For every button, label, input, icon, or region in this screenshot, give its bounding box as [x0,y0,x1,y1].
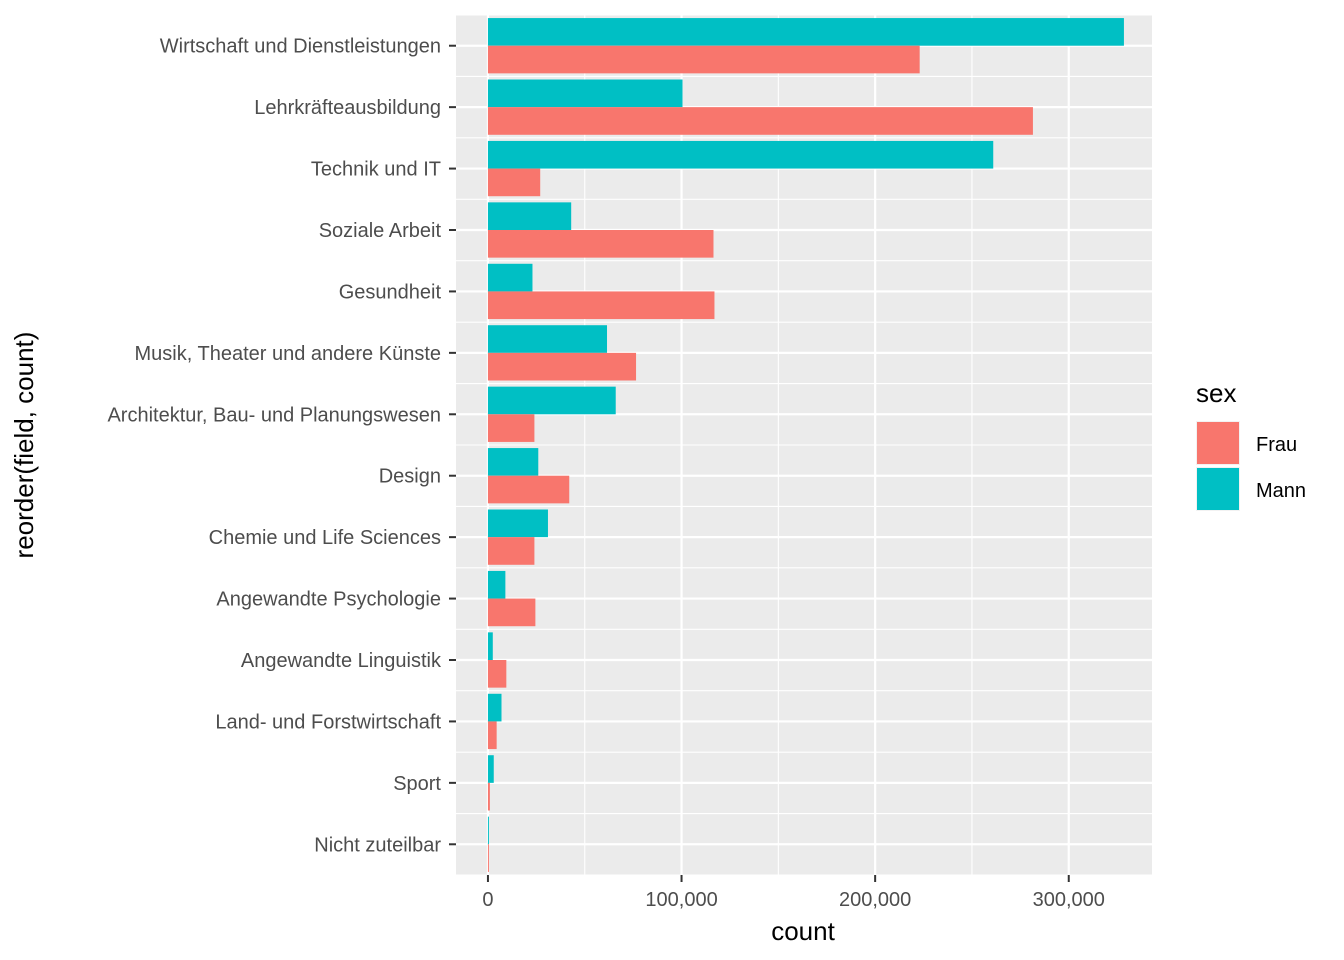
bar-frau [487,537,535,565]
legend-title: sex [1196,378,1236,408]
bar-frau [487,45,920,74]
legend-label-mann: Mann [1256,480,1306,502]
bar-frau [487,782,490,811]
y-tick-label: Gesundheit [339,281,442,303]
y-tick-label: Architektur, Bau- und Planungswesen [107,404,441,426]
x-tick-label: 200,000 [839,889,911,911]
bar-mann [487,202,572,230]
bar-mann [487,18,1124,46]
bar-frau [487,352,637,381]
bar-frau [487,660,507,688]
y-tick-label: Chemie und Life Sciences [209,527,441,549]
bar-frau [487,107,1033,135]
y-tick-label: Angewandte Linguistik [241,650,442,672]
bar-frau [487,475,570,504]
bar-mann [487,79,683,108]
bar-mann [487,448,539,476]
bar-mann [487,570,506,599]
bar-mann [487,509,548,538]
y-tick-label: Design [379,466,441,488]
x-axis-title: count [771,916,835,946]
bar-mann [487,755,494,783]
y-axis: Wirtschaft und Dienstleistungen Lehrkräft… [107,36,456,856]
bar-frau [487,844,489,872]
x-axis: 0 100,000 200,000 300,000 [482,875,1105,911]
bar-frau [487,414,535,442]
legend-key-mann [1197,468,1239,510]
bar-frau [487,721,497,750]
bar-mann [487,140,994,169]
legend: sex Frau Mann [1196,378,1306,511]
legend-key-frau [1197,422,1239,464]
bar-mann [487,263,533,292]
legend-label-frau: Frau [1256,434,1297,456]
y-tick-label: Musik, Theater und andere Künste [135,343,441,365]
bar-frau [487,168,541,197]
y-tick-label: Soziale Arbeit [319,220,442,242]
x-tick-label: 100,000 [645,889,717,911]
y-axis-title: reorder(field, count) [9,332,39,559]
bar-mann [487,325,608,353]
bar-frau [487,598,536,627]
x-tick-label: 300,000 [1033,889,1105,911]
y-tick-label: Sport [393,773,441,795]
bar-mann [487,386,616,415]
bar-frau [487,291,715,320]
bar-mann [487,632,493,660]
y-tick-label: Angewandte Psychologie [216,589,441,611]
y-tick-label: Nicht zuteilbar [314,834,441,856]
y-tick-label: Lehrkräfteausbildung [254,97,441,119]
bar-mann [487,816,489,845]
bars [487,18,1124,872]
y-tick-label: Wirtschaft und Dienstleistungen [160,36,441,58]
bar-mann [487,693,502,722]
y-tick-label: Technik und IT [311,159,441,181]
x-tick-label: 0 [482,889,493,911]
bar-frau [487,230,714,258]
y-tick-label: Land- und Forstwirtschaft [215,711,441,733]
